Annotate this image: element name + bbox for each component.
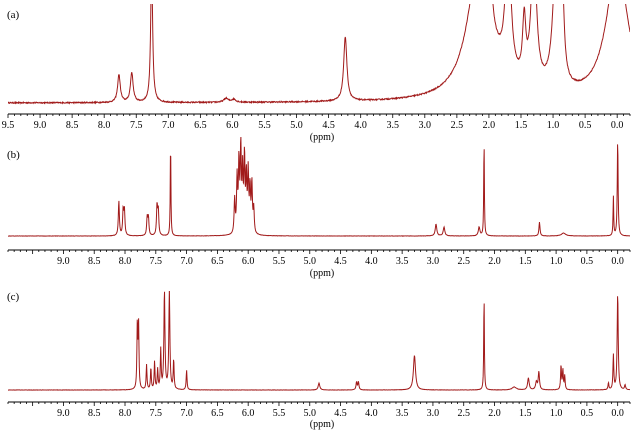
panel-c-label: (c) (7, 291, 20, 303)
tick-label: 7.5 (150, 408, 163, 419)
tick-label: 1.5 (519, 256, 532, 267)
spectrum-line (8, 137, 630, 237)
panel-c-x-axis: 9.0 8.5 8.0 7.5 7.0 6.5 6.0 5.5 5.0 4.5 4.0 3.5 3.0 2… (7, 401, 631, 419)
tick-label: 0.5 (581, 408, 594, 419)
tick-label: 0.5 (581, 256, 594, 267)
tick-label: 8.5 (88, 256, 101, 267)
tick-label: 2.0 (483, 120, 496, 131)
panel-b-label: (b) (7, 149, 20, 161)
tick-label: 3.5 (386, 120, 399, 131)
tick-label: 3.5 (396, 408, 409, 419)
tick-label: 5.5 (258, 120, 271, 131)
spectrum-line (8, 291, 630, 391)
tick-label: 3.0 (427, 408, 440, 419)
panel-c: (c) 9.0 8.5 8.0 7.5 7.0 6.5 6.0 5.5 5.0 4.5 4.0 3.5… (7, 291, 631, 430)
tick-label: 9.0 (57, 408, 70, 419)
tick-label: 8.0 (98, 120, 111, 131)
tick-label: 4.5 (334, 256, 347, 267)
tick-label: 0.0 (611, 256, 624, 267)
panel-c-spectrum (8, 291, 630, 391)
tick-label: 4.5 (334, 408, 347, 419)
tick-label: 9.0 (34, 120, 47, 131)
tick-label: 4.0 (354, 120, 367, 131)
tick-label: 4.0 (365, 408, 378, 419)
panel-c-xlabel: (ppm) (310, 419, 334, 430)
tick-label: 1.5 (515, 120, 528, 131)
panel-b-x-axis: 9.0 8.5 8.0 7.5 7.0 6.5 6.0 5.5 5.0 4.5 4.0 3.5 3.0 2… (7, 249, 631, 267)
tick-label: 4.0 (365, 256, 378, 267)
tick-label: 1.0 (547, 120, 560, 131)
tick-label: 2.5 (451, 120, 464, 131)
tick-label: 5.5 (273, 256, 286, 267)
spectrum-line (8, 4, 630, 105)
tick-label: 1.0 (550, 408, 563, 419)
tick-label: 2.5 (457, 256, 470, 267)
tick-label: 8.0 (119, 256, 132, 267)
tick-label: 0.0 (611, 408, 624, 419)
tick-label: 5.0 (304, 408, 317, 419)
tick-label: 4.5 (322, 120, 335, 131)
tick-label: 3.5 (396, 256, 409, 267)
tick-label: 8.5 (88, 408, 101, 419)
tick-label: 2.0 (488, 256, 501, 267)
tick-label: 3.0 (419, 120, 432, 131)
tick-label: 2.5 (457, 408, 470, 419)
tick-label: 7.0 (180, 408, 193, 419)
tick-label: 6.5 (211, 408, 224, 419)
tick-label: 6.5 (194, 120, 207, 131)
tick-label: 7.5 (130, 120, 143, 131)
tick-label: 6.0 (242, 408, 255, 419)
panel-a-label: (a) (7, 9, 20, 21)
tick-label: 6.0 (242, 256, 255, 267)
tick-label: 5.0 (304, 256, 317, 267)
tick-label: 8.5 (66, 120, 79, 131)
tick-label: 7.5 (150, 256, 163, 267)
panel-a: (a) 9.5 9.0 8.5 8.0 7.5 7.0 6.5 6.0 5.5 5.0 4.5 4.0… (2, 4, 631, 143)
panel-b-xlabel: (ppm) (310, 268, 334, 279)
tick-label: 6.5 (211, 256, 224, 267)
tick-label: 0.0 (611, 120, 624, 131)
tick-label: 0.5 (579, 120, 592, 131)
tick-label: 3.0 (427, 256, 440, 267)
panel-a-x-axis: 9.5 9.0 8.5 8.0 7.5 7.0 6.5 6.0 5.5 5.0 4.5 4.0 3.5 3… (2, 113, 631, 131)
tick-label: 5.0 (290, 120, 303, 131)
tick-label: 5.5 (273, 408, 286, 419)
panel-b: (b) 9.0 8.5 8.0 7.5 7.0 6.5 6.0 5.5 5.0 4.5 4.0 3.5… (7, 137, 631, 279)
tick-label: 7.0 (162, 120, 175, 131)
tick-label: 2.0 (488, 408, 501, 419)
tick-label: 8.0 (119, 408, 132, 419)
panel-b-spectrum (8, 137, 630, 237)
panel-a-xlabel: (ppm) (310, 132, 334, 143)
tick-label: 9.0 (57, 256, 70, 267)
tick-label: 6.0 (226, 120, 239, 131)
tick-label: 1.5 (519, 408, 532, 419)
tick-label: 7.0 (180, 256, 193, 267)
tick-label: 1.0 (550, 256, 563, 267)
tick-label: 9.5 (2, 120, 15, 131)
panel-a-spectrum (8, 4, 630, 105)
